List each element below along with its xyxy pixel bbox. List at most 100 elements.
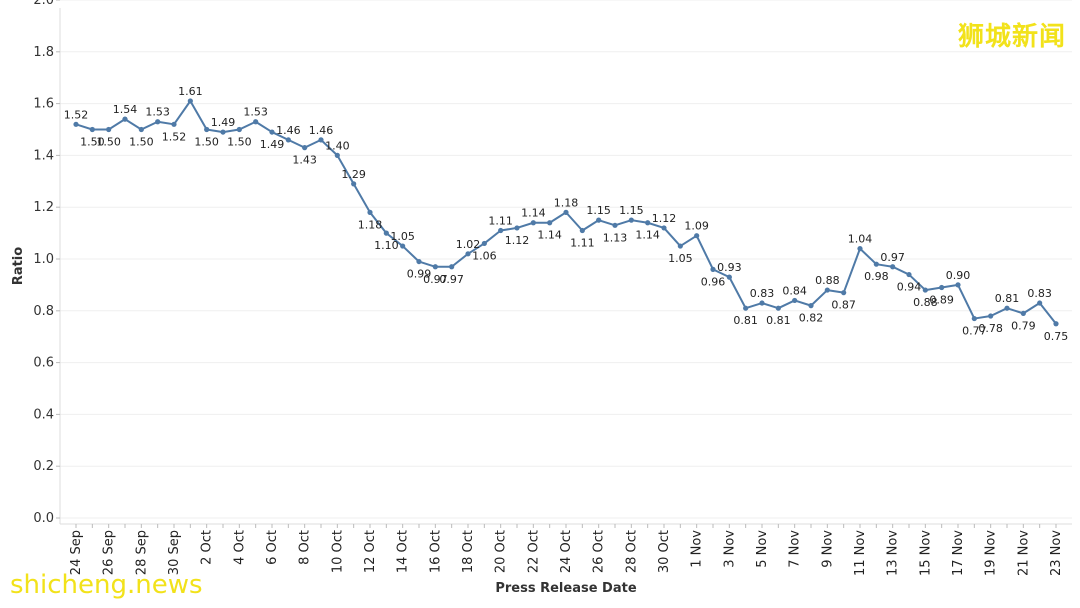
data-point: [628, 217, 634, 223]
data-label: 1.50: [96, 136, 121, 149]
data-point: [612, 222, 618, 228]
x-tick-label: 28 Sep: [134, 530, 149, 575]
data-point: [922, 287, 928, 293]
data-point: [971, 315, 977, 322]
data-label: 0.94: [897, 281, 922, 294]
data-label: 1.05: [668, 252, 693, 265]
data-label: 1.29: [341, 168, 366, 181]
data-point: [530, 220, 536, 226]
data-label: 0.89: [929, 293, 954, 306]
data-label: 1.46: [309, 124, 334, 137]
data-label: 0.81: [733, 314, 758, 327]
data-label: 0.81: [995, 292, 1020, 305]
data-label: 1.11: [488, 215, 513, 228]
x-tick-label: 26 Sep: [102, 530, 117, 575]
x-tick-label: 6 Oct: [265, 530, 280, 565]
data-point: [824, 287, 830, 293]
data-point: [318, 137, 324, 143]
y-tick-label: 0.2: [33, 459, 54, 474]
x-tick-label: 22 Oct: [526, 530, 541, 573]
data-point: [1004, 305, 1010, 311]
x-tick-label: 3 Nov: [722, 530, 737, 568]
data-point: [400, 243, 406, 249]
data-label: 0.84: [782, 284, 807, 297]
data-label: 0.83: [750, 287, 775, 300]
x-tick-label: 30 Oct: [657, 530, 672, 573]
data-label: 0.98: [864, 270, 889, 283]
data-point: [236, 126, 242, 133]
y-axis-title: Ratio: [11, 247, 26, 285]
data-label: 1.50: [80, 136, 105, 149]
x-tick-label: 12 Oct: [363, 530, 378, 573]
data-point: [351, 181, 357, 187]
data-point: [253, 119, 259, 125]
data-point: [1037, 300, 1043, 306]
data-point: [939, 284, 945, 291]
data-point: [432, 264, 438, 270]
data-point: [220, 129, 226, 135]
data-label: 1.46: [276, 124, 301, 137]
data-point: [955, 282, 961, 288]
y-tick-label: 0.4: [33, 407, 54, 422]
data-label: 1.52: [64, 108, 89, 121]
data-point: [73, 121, 79, 127]
data-label: 0.88: [913, 296, 938, 309]
x-axis-ticks: 24 Sep 26 Sep 28 Sep 30 Sep 2 Oct 4 Oct 6 Oct 8…: [69, 524, 1064, 576]
data-label: 0.75: [1044, 330, 1069, 343]
data-point: [579, 227, 585, 234]
data-label: 0.83: [1027, 287, 1052, 300]
data-point: [988, 313, 994, 319]
data-label: 0.90: [946, 269, 971, 282]
data-point: [106, 126, 112, 133]
data-label: 1.49: [211, 116, 236, 129]
x-tick-label: 11 Nov: [853, 530, 868, 576]
data-label: 1.12: [505, 234, 530, 247]
data-point: [775, 305, 781, 311]
data-point: [367, 209, 373, 215]
x-tick-label: 24 Sep: [69, 530, 84, 575]
data-point: [416, 258, 422, 265]
x-tick-label: 28 Oct: [624, 530, 639, 573]
y-tick-label: 0.0: [33, 511, 54, 526]
data-point: [694, 233, 700, 239]
x-tick-label: 23 Nov: [1049, 530, 1064, 576]
data-point: [743, 305, 749, 311]
data-point: [89, 126, 95, 133]
y-tick-label: 2.0: [33, 0, 54, 8]
data-point: [726, 274, 732, 280]
data-label: 1.12: [652, 212, 677, 225]
data-label: 1.11: [570, 237, 595, 250]
data-point: [792, 297, 798, 304]
data-point: [857, 246, 863, 252]
data-label: 1.40: [325, 139, 350, 152]
x-tick-label: 8 Oct: [298, 530, 313, 565]
data-label: 1.50: [227, 136, 252, 149]
data-label: 0.97: [439, 273, 464, 286]
x-tick-label: 15 Nov: [918, 530, 933, 576]
x-tick-label: 21 Nov: [1016, 530, 1031, 576]
data-label: 1.04: [848, 233, 873, 246]
data-label: 1.54: [113, 103, 138, 116]
data-point: [498, 227, 504, 234]
data-point: [710, 266, 716, 272]
x-axis-title: Press Release Date: [495, 581, 636, 596]
data-label: 1.18: [358, 218, 383, 231]
data-label: 1.43: [292, 154, 317, 167]
data-label: 1.14: [635, 229, 660, 242]
y-tick-label: 1.0: [33, 252, 54, 267]
data-point: [204, 126, 210, 133]
data-label: 0.78: [978, 322, 1003, 335]
x-tick-label: 2 Oct: [200, 530, 215, 565]
x-tick-label: 14 Oct: [396, 530, 411, 573]
data-point: [465, 251, 471, 257]
data-point: [155, 119, 161, 125]
data-point: [334, 152, 340, 158]
data-point: [890, 264, 896, 270]
y-tick-label: 1.8: [33, 45, 54, 60]
y-tick-label: 1.4: [33, 148, 54, 163]
data-label: 1.15: [619, 204, 644, 217]
data-point: [187, 98, 193, 104]
x-tick-label: 13 Nov: [886, 530, 901, 576]
data-point: [841, 290, 847, 296]
